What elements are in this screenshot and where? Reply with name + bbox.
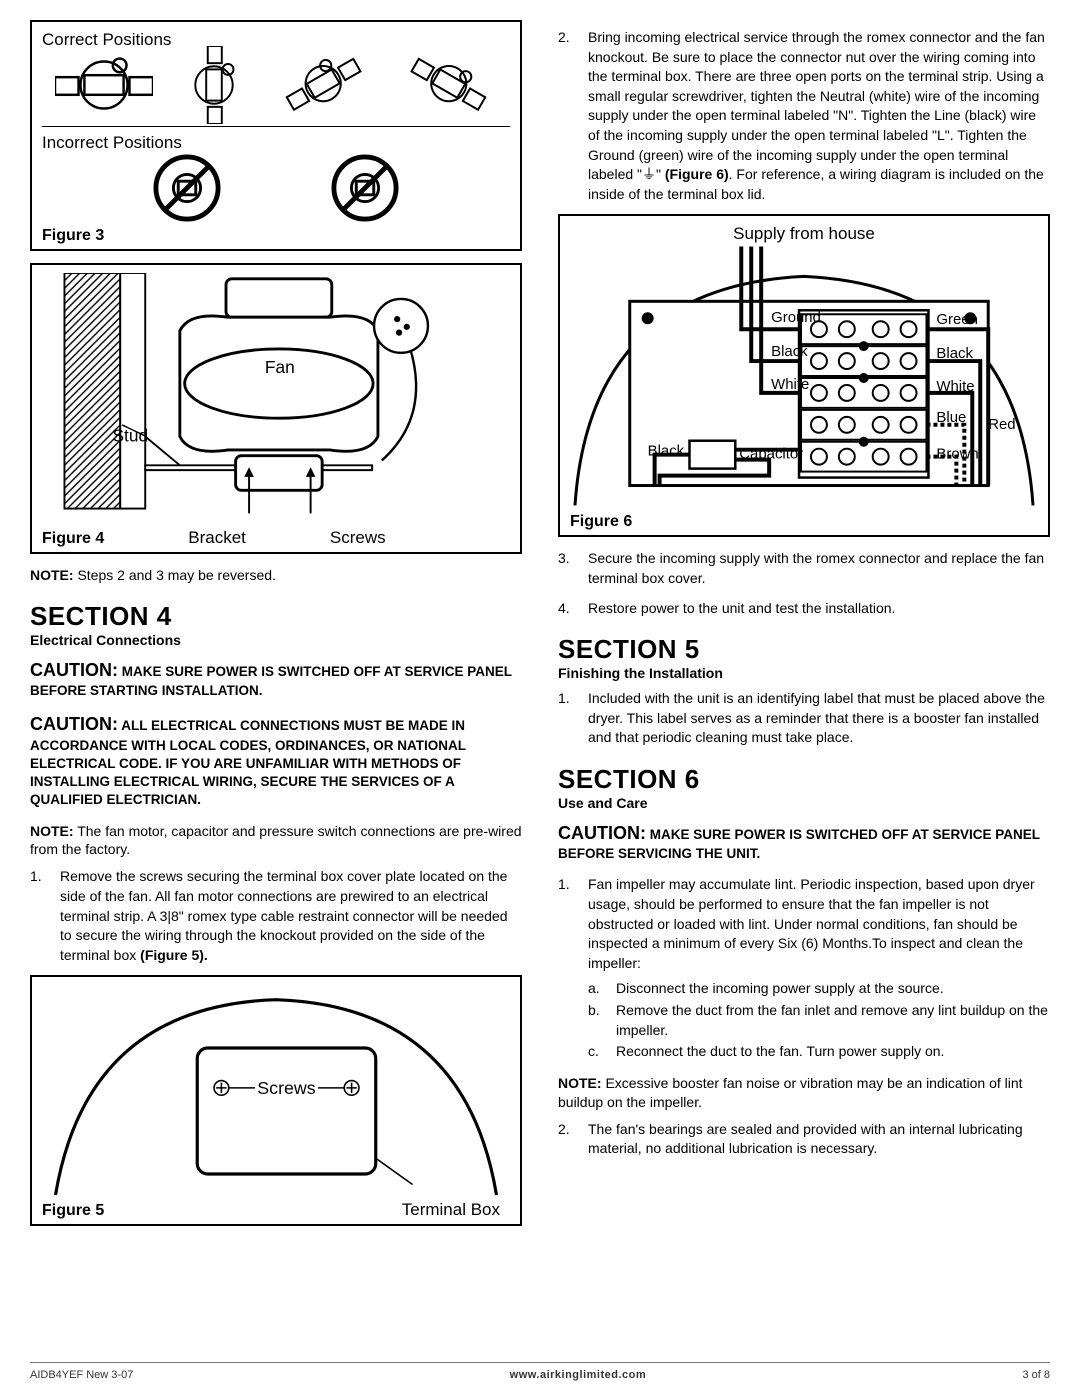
step-num: 1. <box>558 875 576 1063</box>
step-num: 1. <box>30 867 48 965</box>
svg-text:Capacitor: Capacitor <box>739 446 803 463</box>
prohibit-icon-2 <box>331 154 399 222</box>
step-text: Secure the incoming supply with the rome… <box>588 549 1050 588</box>
svg-text:Ground: Ground <box>771 310 821 327</box>
svg-text:Screws: Screws <box>257 1079 316 1099</box>
note-2: NOTE: The fan motor, capacitor and press… <box>30 822 522 860</box>
svg-text:Green: Green <box>936 312 977 329</box>
note-3-text: Excessive booster fan noise or vibration… <box>558 1075 1023 1110</box>
caution-1-word: CAUTION: <box>30 660 118 680</box>
page-footer: AIDB4YEF New 3-07 www.airkinglimited.com… <box>30 1362 1050 1381</box>
figure-3: Correct Positions <box>30 20 522 251</box>
fig5-diagram: Screws <box>42 985 510 1195</box>
fig3-incorrect-row <box>42 153 510 223</box>
section6-steps-2: 2. The fan's bearings are sealed and pro… <box>558 1120 1050 1159</box>
svg-text:Black: Black <box>936 345 973 362</box>
footer-left: AIDB4YEF New 3-07 <box>30 1369 133 1381</box>
fig3-incorrect-title: Incorrect Positions <box>42 133 510 153</box>
svg-text:White: White <box>771 376 809 393</box>
fig3-label: Figure 3 <box>42 227 510 245</box>
figure-5: Screws Figure 5 Terminal Box <box>30 975 522 1226</box>
step-text: Bring incoming electrical service throug… <box>588 28 1050 204</box>
fig3-correct-title: Correct Positions <box>42 30 510 50</box>
caution-2-word: CAUTION: <box>30 714 118 734</box>
footer-center: www.airkinglimited.com <box>510 1369 647 1381</box>
step-text: The fan's bearings are sealed and provid… <box>588 1120 1050 1159</box>
fig3-pos-diag-down-icon <box>399 53 497 117</box>
fig4-bracket-label: Bracket <box>188 528 246 548</box>
fig6-label: Figure 6 <box>570 513 1038 531</box>
substep-c: c.Reconnect the duct to the fan. Turn po… <box>588 1042 1050 1062</box>
fig3-pos-vertical-icon <box>179 46 249 124</box>
step-num: 1. <box>558 689 576 748</box>
section4-step-3: 3. Secure the incoming supply with the r… <box>558 549 1050 588</box>
figure-4: Fan Stud Figure 4 Bracket Screws <box>30 263 522 554</box>
step-num: 2. <box>558 28 576 204</box>
section-6-sub: Use and Care <box>558 795 1050 811</box>
fig3-pos-horizontal-icon <box>55 53 153 117</box>
note-3: NOTE: Excessive booster fan noise or vib… <box>558 1074 1050 1112</box>
caution-3-word: CAUTION: <box>558 823 646 843</box>
note-1-bold: NOTE: <box>30 567 74 583</box>
svg-text:Red: Red <box>988 416 1015 433</box>
svg-text:Brown: Brown <box>936 446 978 463</box>
section4-steps-end: 3. Secure the incoming supply with the r… <box>558 549 1050 618</box>
fig5-terminal-box-label: Terminal Box <box>402 1200 500 1220</box>
svg-text:Black: Black <box>771 343 808 360</box>
section5-steps: 1. Included with the unit is an identify… <box>558 689 1050 748</box>
section6-step-2: 2. The fan's bearings are sealed and pro… <box>558 1120 1050 1159</box>
step-text: Fan impeller may accumulate lint. Period… <box>588 875 1050 1063</box>
svg-text:Black: Black <box>648 443 685 460</box>
fig6-diagram: Ground Green Black Black White White Blu… <box>570 246 1038 506</box>
substep-a: a.Disconnect the incoming power supply a… <box>588 979 1050 999</box>
prohibit-icon-1 <box>153 154 221 222</box>
section6-steps: 1. Fan impeller may accumulate lint. Per… <box>558 875 1050 1063</box>
svg-text:Blue: Blue <box>936 409 966 426</box>
fig4-diagram: Fan Stud <box>42 273 510 523</box>
section4-steps: 1. Remove the screws securing the termin… <box>30 867 522 965</box>
step-text: Included with the unit is an identifying… <box>588 689 1050 748</box>
section-4-sub: Electrical Connections <box>30 632 522 648</box>
step-num: 2. <box>558 1120 576 1159</box>
fig4-fan-label: Fan <box>265 357 295 377</box>
section5-step-1: 1. Included with the unit is an identify… <box>558 689 1050 748</box>
step-num: 3. <box>558 549 576 588</box>
section4-step-1: 1. Remove the screws securing the termin… <box>30 867 522 965</box>
section4-step-4: 4. Restore power to the unit and test th… <box>558 599 1050 619</box>
caution-1: CAUTION: Make sure power is switched off… <box>30 658 522 701</box>
fig3-pos-diag-up-icon <box>275 53 373 117</box>
caution-2: CAUTION: All electrical connections must… <box>30 712 522 809</box>
section-5-sub: Finishing the Installation <box>558 665 1050 681</box>
substep-b: b.Remove the duct from the fan inlet and… <box>588 1001 1050 1040</box>
step-text: Restore power to the unit and test the i… <box>588 599 895 619</box>
section4-step-2: 2. Bring incoming electrical service thr… <box>558 28 1050 204</box>
fig4-label: Figure 4 <box>42 530 104 548</box>
fig3-correct-row <box>42 50 510 120</box>
note-2-bold: NOTE: <box>30 823 74 839</box>
section-6-title: SECTION 6 <box>558 764 1050 795</box>
step-text: Remove the screws securing the terminal … <box>60 867 522 965</box>
fig6-supply-label: Supply from house <box>570 224 1038 244</box>
section4-steps-cont: 2. Bring incoming electrical service thr… <box>558 28 1050 204</box>
svg-text:White: White <box>936 378 974 395</box>
section-5-title: SECTION 5 <box>558 634 1050 665</box>
note-1-text: Steps 2 and 3 may be reversed. <box>74 567 276 583</box>
note-1: NOTE: Steps 2 and 3 may be reversed. <box>30 566 522 585</box>
note-3-bold: NOTE: <box>558 1075 602 1091</box>
section6-step-1: 1. Fan impeller may accumulate lint. Per… <box>558 875 1050 1063</box>
section-4-title: SECTION 4 <box>30 601 522 632</box>
footer-right: 3 of 8 <box>1022 1369 1050 1381</box>
step-num: 4. <box>558 599 576 619</box>
fig5-label: Figure 5 <box>42 1202 104 1220</box>
figure-6: Supply from house <box>558 214 1050 537</box>
fig4-screws-label: Screws <box>330 528 386 548</box>
note-2-text: The fan motor, capacitor and pressure sw… <box>30 823 522 858</box>
caution-3: CAUTION: Make sure power is switched off… <box>558 821 1050 864</box>
section6-substeps: a.Disconnect the incoming power supply a… <box>588 979 1050 1061</box>
